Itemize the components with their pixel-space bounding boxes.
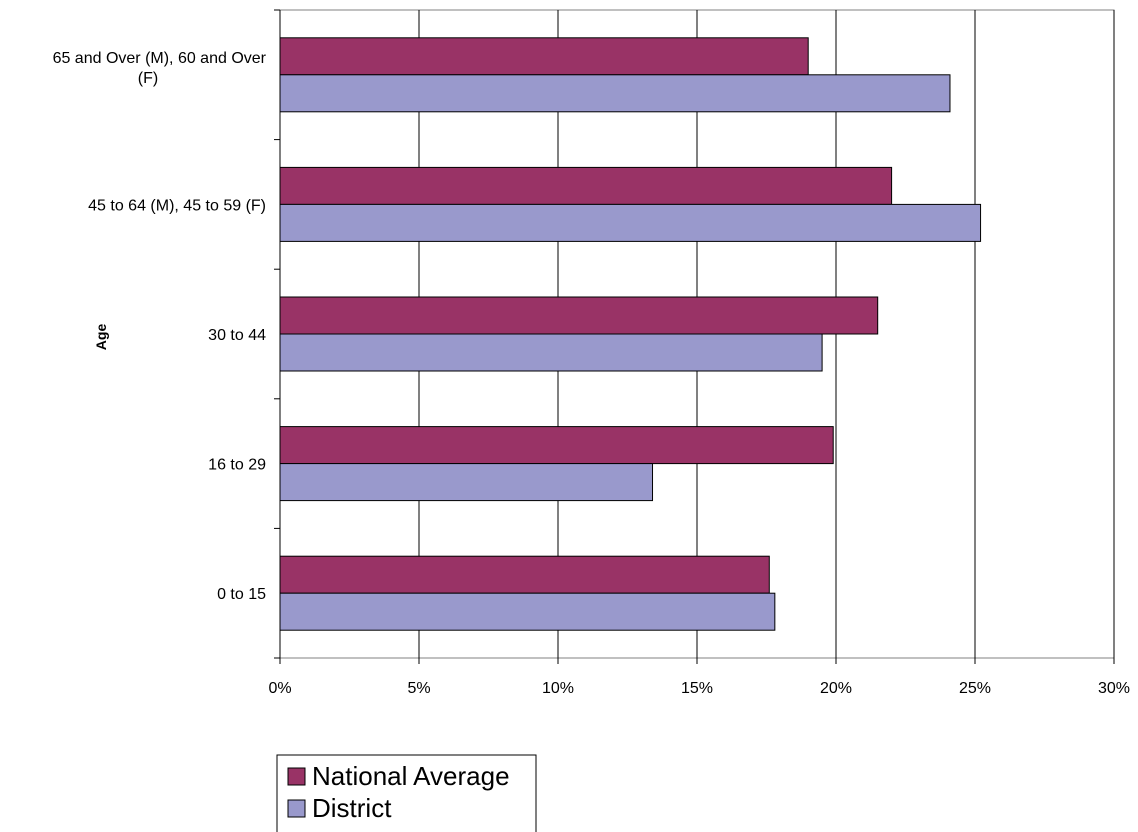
- legend-swatch: [287, 799, 306, 818]
- bar-national-average: [279, 296, 879, 335]
- x-tick-label: 20%: [820, 680, 852, 697]
- category-label: 0 to 15: [217, 586, 266, 603]
- x-tick-label: 15%: [681, 680, 713, 697]
- bar-district: [279, 333, 823, 372]
- category-label: 30 to 44: [208, 327, 266, 344]
- legend-swatch: [287, 767, 306, 786]
- category-label: 65 and Over (M), 60 and Over (F): [53, 50, 267, 87]
- x-tick-label: 0%: [268, 680, 291, 697]
- category-label: 16 to 29: [208, 457, 266, 474]
- bars: [279, 37, 982, 631]
- bar-national-average: [279, 555, 770, 594]
- y-axis-title: Age: [93, 324, 109, 351]
- bar-national-average: [279, 426, 834, 465]
- legend-label: National Average: [312, 761, 510, 791]
- bar-district: [279, 463, 654, 502]
- bar-national-average: [279, 37, 809, 76]
- x-tick-label: 10%: [542, 680, 574, 697]
- x-tick-label: 25%: [959, 680, 991, 697]
- bar-national-average: [279, 166, 893, 205]
- legend-box: [276, 754, 537, 832]
- x-tick-label: 30%: [1098, 680, 1130, 697]
- x-tick-label: 5%: [407, 680, 430, 697]
- bar-district: [279, 74, 951, 113]
- legend-label: District: [312, 793, 392, 823]
- axes: [274, 9, 1115, 664]
- category-label: 45 to 64 (M), 45 to 59 (F): [88, 197, 266, 214]
- bar-district: [279, 203, 982, 242]
- bar-district: [279, 592, 776, 631]
- labels: 0% 5% 10% 15% 20% 25% 30% 0 to 15 16 to 29 30 to …: [53, 50, 1130, 697]
